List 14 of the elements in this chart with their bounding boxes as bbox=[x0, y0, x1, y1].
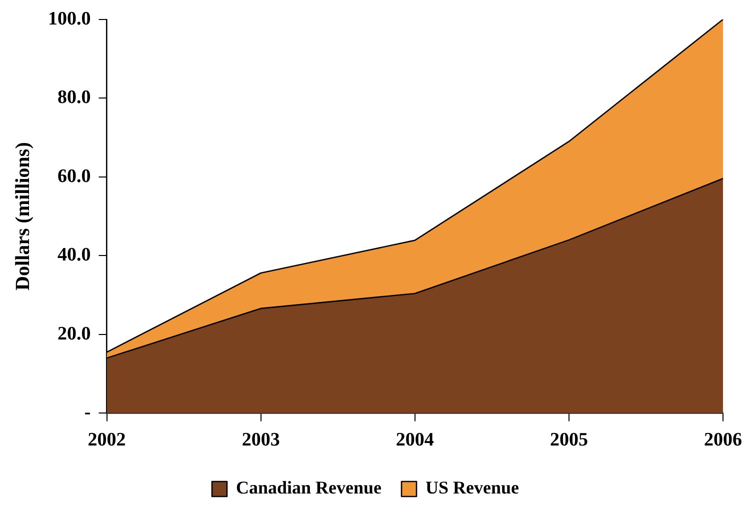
y-tick-label: 100.0 bbox=[48, 8, 91, 30]
y-axis-title: Dollars (millions) bbox=[12, 142, 34, 290]
y-tick-label: 80.0 bbox=[58, 87, 91, 108]
x-tick-label: 2003 bbox=[242, 430, 280, 451]
x-tick-label: 2005 bbox=[550, 430, 588, 451]
y-tick-label: 40.0 bbox=[58, 244, 91, 266]
x-tick-label: 2002 bbox=[88, 430, 126, 451]
y-tick-label: 60.0 bbox=[58, 166, 91, 187]
y-tick-label: 20.0 bbox=[58, 323, 91, 344]
legend-label: US Revenue bbox=[426, 478, 520, 498]
x-tick-label: 2006 bbox=[704, 430, 742, 451]
legend-label: Canadian Revenue bbox=[236, 478, 382, 498]
y-tick-label: - bbox=[84, 402, 91, 424]
x-tick-label: 2004 bbox=[396, 430, 434, 451]
